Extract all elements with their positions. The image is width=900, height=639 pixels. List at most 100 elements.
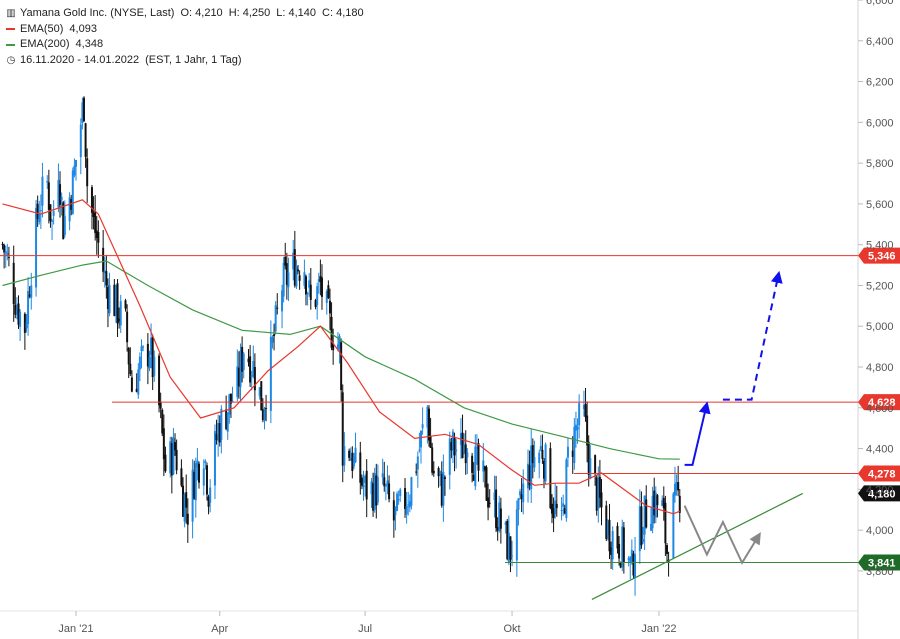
candle-body [522, 483, 525, 503]
candle-body [571, 450, 574, 457]
candle-body [1, 243, 4, 246]
candle-body [618, 543, 621, 559]
candle-body [527, 463, 530, 489]
candle-body [186, 513, 189, 525]
candle-body [341, 392, 344, 466]
candle-body [638, 506, 641, 552]
candle-body [511, 555, 514, 557]
ohlc-high: H: 4,250 [228, 7, 271, 19]
candle-body [158, 355, 161, 406]
legend-period-row: ◷ 16.11.2020 - 14.01.2022 (EST, 1 Jahr, … [6, 53, 364, 69]
candle-body [453, 437, 456, 456]
candle-body [383, 477, 386, 487]
candle-body [236, 366, 239, 398]
candle-body [213, 431, 216, 486]
candle-body [68, 197, 71, 222]
candle-body [560, 510, 563, 512]
price-tick-label: 5,600 [866, 199, 894, 211]
candle-body [4, 250, 7, 254]
candle-body [151, 336, 154, 378]
candle-body [574, 424, 577, 431]
candle-body [215, 434, 218, 440]
candle-body [584, 404, 587, 418]
candle-body [528, 465, 531, 486]
price-tick-label: 6,400 [866, 36, 894, 48]
candle-body [586, 415, 589, 446]
candle-body [483, 466, 486, 471]
candle-body [530, 445, 533, 489]
candle-body [499, 508, 502, 529]
candle-body [432, 470, 435, 474]
candle-body [263, 408, 266, 421]
candle-body [161, 409, 164, 434]
candle-body [677, 482, 680, 491]
candle-body [418, 449, 421, 451]
candle-body [589, 458, 592, 479]
candle-body [408, 501, 411, 508]
candle-body [237, 367, 240, 387]
candle-body [239, 350, 242, 388]
candle-body [605, 505, 608, 539]
level-badge [858, 247, 900, 264]
candle-body [124, 300, 127, 309]
candle-body [642, 539, 645, 542]
candle-body [464, 444, 467, 464]
ema50-value: 4,093 [69, 22, 97, 35]
candle-body [282, 262, 285, 297]
candle-body [196, 460, 199, 468]
candlestick-series [1, 96, 681, 596]
candle-body [70, 199, 73, 210]
candle-body [153, 356, 156, 376]
candle-body [63, 215, 66, 236]
candle-body [487, 497, 490, 508]
candle-body [247, 358, 250, 363]
candle-body [455, 449, 458, 452]
candle-body [482, 460, 485, 472]
candle-body [84, 123, 87, 157]
candle-body [172, 437, 175, 475]
candle-body [415, 471, 418, 473]
candle-body [97, 231, 100, 243]
candle-body [317, 279, 320, 282]
candle-body [325, 291, 328, 303]
legend-ema50-row[interactable]: EMA(50) 4,093 [6, 22, 364, 38]
candle-body [519, 491, 522, 496]
candle-body [52, 210, 55, 216]
time-tick-label: Apr [211, 623, 228, 635]
candle-body [241, 346, 244, 372]
period-range: 16.11.2020 - 14.01.2022 [20, 53, 140, 66]
candle-body [258, 387, 261, 397]
candle-body [420, 430, 423, 448]
candle-body [554, 500, 557, 515]
candle-body [108, 285, 111, 314]
candle-body [450, 441, 453, 451]
candle-body [394, 506, 397, 516]
candle-body [182, 485, 185, 517]
level-badge [858, 394, 900, 411]
candle-body [293, 249, 296, 286]
candle-body [49, 204, 52, 222]
candle-body [118, 318, 121, 322]
candle-body [544, 444, 547, 482]
candle-body [429, 435, 432, 448]
candle-body [461, 432, 464, 459]
candle-body [336, 344, 339, 350]
candle-body [611, 531, 614, 560]
candle-body [180, 468, 183, 486]
candle-body [498, 502, 501, 532]
candle-body [71, 170, 74, 215]
candle-body [6, 252, 9, 257]
candle-body [314, 300, 317, 307]
candle-body [442, 471, 445, 506]
candle-body [619, 562, 622, 568]
candle-body [92, 212, 95, 218]
candle-body [164, 454, 167, 472]
candle-body [194, 463, 197, 501]
candle-body [94, 211, 97, 233]
candle-body [297, 269, 300, 272]
candle-body [437, 468, 440, 477]
level-badge-label: 4,278 [868, 468, 896, 480]
candle-body [351, 452, 354, 471]
legend-ema200-row[interactable]: EMA(200) 4,348 [6, 37, 364, 53]
candle-body [493, 492, 496, 500]
